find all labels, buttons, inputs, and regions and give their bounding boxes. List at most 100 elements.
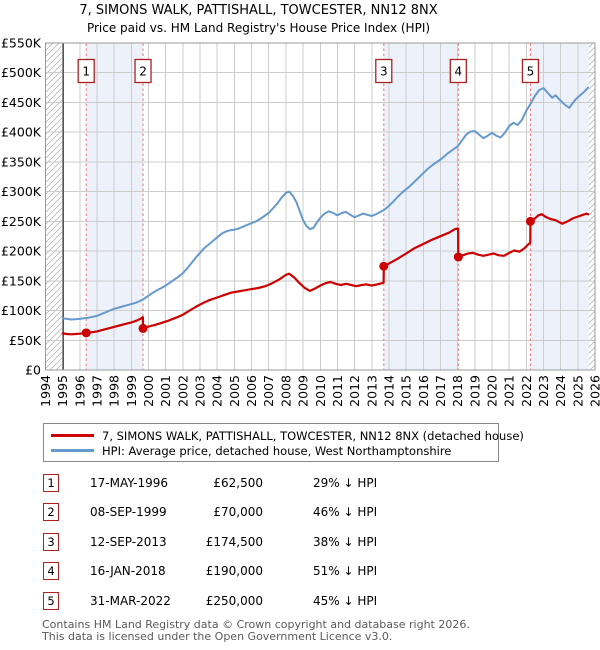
- sale-row-4: 4 16-JAN-2018 £190,000 51% ↓ HPI: [43, 562, 483, 582]
- svg-text:1998: 1998: [107, 375, 122, 407]
- sale-price: £174,500: [205, 535, 263, 549]
- sale-price: £190,000: [205, 564, 263, 578]
- footer-line-2: This data is licensed under the Open Gov…: [42, 629, 393, 643]
- sale-marker: [525, 216, 535, 226]
- no-data-hatch: [45, 43, 64, 370]
- legend-label-price: 7, SIMONS WALK, PATTISHALL, TOWCESTER, N…: [102, 428, 524, 443]
- sale-flag-1: 1: [77, 58, 95, 84]
- sale-vs-hpi: 38% ↓ HPI: [313, 535, 378, 549]
- page-title: 7, SIMONS WALK, PATTISHALL, TOWCESTER, N…: [79, 3, 438, 18]
- svg-text:1995: 1995: [55, 375, 70, 407]
- svg-text:2004: 2004: [210, 375, 225, 407]
- sale-row-5: 5 31-MAR-2022 £250,000 45% ↓ HPI: [43, 592, 483, 612]
- ownership-band: [383, 43, 459, 370]
- footer-line-1: Contains HM Land Registry data © Crown c…: [42, 618, 470, 631]
- svg-text:1997: 1997: [90, 375, 105, 407]
- legend-row-price: 7, SIMONS WALK, PATTISHALL, TOWCESTER, N…: [51, 428, 524, 443]
- sale-number-badge: 1: [43, 474, 59, 492]
- svg-text:2016: 2016: [416, 375, 431, 407]
- svg-text:£200K: £200K: [1, 244, 42, 259]
- svg-text:3: 3: [380, 65, 388, 79]
- svg-text:2023: 2023: [536, 375, 551, 407]
- svg-text:2017: 2017: [433, 375, 448, 407]
- license-footer: Contains HM Land Registry data © Crown c…: [42, 619, 470, 642]
- sale-vs-hpi: 51% ↓ HPI: [313, 564, 378, 578]
- page-subtitle: Price paid vs. HM Land Registry's House …: [86, 21, 431, 35]
- sale-vs-hpi: 29% ↓ HPI: [313, 476, 378, 490]
- y-axis-labels: £0 £50K £100K £150K £200K £250K £300K £350K £400…: [1, 36, 42, 378]
- chart-legend: 7, SIMONS WALK, PATTISHALL, TOWCESTER, N…: [43, 423, 524, 462]
- svg-text:2011: 2011: [330, 375, 345, 407]
- svg-text:2025: 2025: [570, 375, 585, 407]
- svg-text:£300K: £300K: [1, 184, 42, 199]
- sale-price: £70,000: [213, 505, 263, 519]
- svg-text:2018: 2018: [450, 375, 465, 407]
- svg-text:2008: 2008: [278, 375, 293, 407]
- legend-label-hpi: HPI: Average price, detached house, West…: [102, 443, 452, 458]
- svg-text:1999: 1999: [124, 375, 139, 407]
- sale-price: £250,000: [205, 594, 263, 608]
- svg-text:2006: 2006: [244, 375, 259, 407]
- svg-text:£500K: £500K: [1, 65, 42, 80]
- sale-date: 16-JAN-2018: [90, 564, 166, 578]
- svg-text:4: 4: [454, 65, 462, 79]
- svg-text:1: 1: [82, 65, 90, 79]
- svg-text:2024: 2024: [553, 375, 568, 407]
- sale-marker: [453, 252, 463, 262]
- sale-number-badge: 2: [43, 503, 59, 521]
- svg-text:2001: 2001: [158, 375, 173, 407]
- svg-text:2009: 2009: [296, 375, 311, 407]
- sale-marker: [81, 328, 91, 338]
- svg-text:1994: 1994: [38, 375, 53, 407]
- x-axis-labels: 1994 1995 1996 1997 1998 1999 2000 2001 2002 2003…: [38, 375, 600, 407]
- sale-flag-3: 3: [375, 58, 393, 84]
- sale-date: 08-SEP-1999: [90, 505, 167, 519]
- svg-text:1996: 1996: [72, 375, 87, 407]
- sale-number-badge: 3: [43, 533, 59, 551]
- sale-row-2: 2 08-SEP-1999 £70,000 46% ↓ HPI: [43, 503, 483, 523]
- no-data-hatch: [588, 43, 595, 370]
- sale-row-1: 1 17-MAY-1996 £62,500 29% ↓ HPI: [43, 474, 483, 494]
- svg-text:£50K: £50K: [9, 333, 42, 348]
- svg-text:5: 5: [527, 65, 535, 79]
- svg-text:£250K: £250K: [1, 214, 42, 229]
- sale-vs-hpi: 46% ↓ HPI: [313, 505, 378, 519]
- svg-text:£100K: £100K: [1, 303, 42, 318]
- svg-text:2026: 2026: [588, 375, 600, 407]
- svg-text:2015: 2015: [399, 375, 414, 407]
- svg-text:2003: 2003: [193, 375, 208, 407]
- sale-flag-2: 2: [134, 58, 152, 84]
- svg-text:£350K: £350K: [1, 154, 42, 169]
- ownership-band: [530, 43, 589, 370]
- sale-vs-hpi: 45% ↓ HPI: [313, 594, 378, 608]
- svg-text:£450K: £450K: [1, 95, 42, 110]
- hpi-line-swatch: [51, 449, 94, 452]
- svg-text:2019: 2019: [467, 375, 482, 407]
- svg-text:2014: 2014: [381, 375, 396, 407]
- svg-text:£150K: £150K: [1, 273, 42, 288]
- svg-text:2010: 2010: [313, 375, 328, 407]
- legend-row-hpi: HPI: Average price, detached house, West…: [51, 443, 498, 458]
- sale-flag-5: 5: [521, 58, 540, 84]
- plot-frame: [45, 42, 596, 371]
- svg-text:2002: 2002: [175, 375, 190, 407]
- sale-row-3: 3 12-SEP-2013 £174,500 38% ↓ HPI: [43, 533, 483, 553]
- price-line-swatch: [51, 434, 94, 437]
- svg-text:2007: 2007: [261, 375, 276, 407]
- hpi-line: [61, 86, 590, 321]
- sale-marker: [138, 323, 148, 333]
- svg-text:2012: 2012: [347, 375, 362, 407]
- sale-date: 12-SEP-2013: [90, 535, 167, 549]
- sale-number-badge: 5: [43, 592, 59, 610]
- svg-text:2000: 2000: [141, 375, 156, 407]
- svg-text:2020: 2020: [484, 375, 499, 407]
- svg-text:2013: 2013: [364, 375, 379, 407]
- sale-date: 17-MAY-1996: [90, 476, 169, 490]
- svg-text:£400K: £400K: [1, 125, 42, 140]
- sale-date: 31-MAR-2022: [90, 594, 171, 608]
- svg-text:2022: 2022: [519, 375, 534, 407]
- svg-text:£0: £0: [25, 363, 41, 378]
- sale-number-badge: 4: [43, 562, 59, 580]
- sale-flag-4: 4: [449, 58, 467, 84]
